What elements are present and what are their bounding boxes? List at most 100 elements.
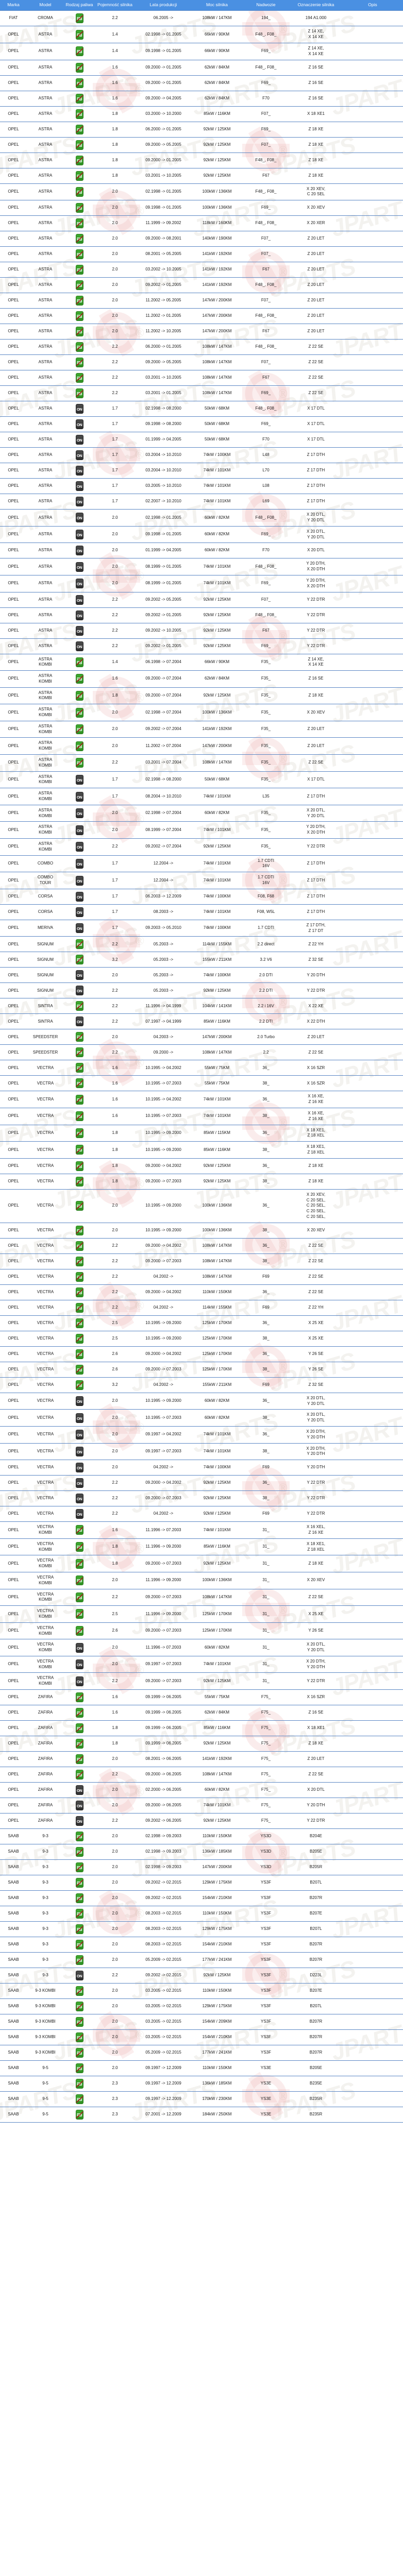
column-header-opis[interactable]: Opis [342,0,403,11]
table-row[interactable]: OPEL ASTRA ON 1.7 01.1999 -> 04.2005 50kW / 6… [0,432,403,448]
table-row[interactable]: OPEL ASTRA ON 2.2 09.2002 -> 01.2005 92kW / 1… [0,607,403,623]
table-row[interactable]: OPEL VECTRA ON 2.0 09.1997 -> 07.2003 74kW / … [0,1443,403,1461]
table-row[interactable]: OPEL ASTRA ON 2.0 08.1999 -> 01.2005 74kW / 1… [0,575,403,592]
column-header-engine-code[interactable]: Oznaczenie silnika [290,0,342,11]
table-row[interactable]: OPEL ASTRA ON 2.2 09.2002 -> 10.2005 92kW / 1… [0,623,403,639]
table-row[interactable]: OPEL ZAFIRA ON 2.0 09.2000 -> 06.2005 74kW / … [0,1798,403,1814]
table-row[interactable]: OPEL ZAFIRA ON 2.2 09.2002 -> 06.2005 92kW / … [0,1813,403,1829]
table-row[interactable]: OPEL ASTRA ON 1.7 03.2004 -> 10.2010 74kW / 1… [0,463,403,479]
table-row[interactable]: OPEL ASTRA KOMBI ON 1.7 02.1998 -> 08.2000 50… [0,771,403,789]
column-header-model[interactable]: Model [27,0,64,11]
table-row[interactable]: OPEL VECTRA ON 2.0 09.1997 -> 04.2002 74kW / … [0,1426,403,1444]
table-row[interactable]: OPEL ASTRA KOMBI ON 2.0 02.1998 -> 07.2004 60… [0,805,403,822]
table-row[interactable]: OPEL MERIVA ON 1.7 09.2003 -> 05.2010 74kW / … [0,920,403,937]
table-row[interactable]: OPEL ASTRA ON 2.2 09.2002 -> 05.2005 92kW / 1… [0,592,403,608]
table-row[interactable]: OPEL ASTRA ON 2.0 01.1999 -> 04.2005 60kW / 8… [0,543,403,559]
table-row[interactable]: OPEL ZAFIRA ON 2.0 02.2000 -> 06.2005 60kW / … [0,1782,403,1799]
table-row[interactable]: OPEL VECTRA ON 2.2 09.2000 -> 07.2003 92kW / … [0,1490,403,1507]
table-row[interactable]: OPEL ASTRA ON 1.7 02.2007 -> 10.2010 74kW / 1… [0,494,403,510]
table-row[interactable]: OPEL ASTRA ON 1.7 09.1998 -> 08.2000 50kW / 6… [0,416,403,433]
table-row[interactable]: FIATCROMAPB2.206.2005 ->108kW / 147KM194… [0,10,403,27]
table-row[interactable]: OPEL VECTRA ON 2.0 10.1995 -> 07.2003 60kW / … [0,1409,403,1427]
column-header-years[interactable]: Lata produkcji [135,0,192,11]
table-row[interactable]: OPEL VECTRA ON 2.0 04.2002 -> 74kW / 100KM F69… [0,1460,403,1476]
table-row[interactable]: OPEL SIGNUM ON 2.2 05.2003 -> 92kW / 125KM 2.2… [0,982,403,999]
table-row[interactable]: OPEL CORSA ON 1.7 06.2003 -> 12.2009 74kW / 1… [0,889,403,905]
column-header-capacity[interactable]: Pojemność silnika [95,0,135,11]
table-row[interactable]: OPEL COMBO ON 1.7 12.2004 -> 74kW / 101KM 1.7 … [0,855,403,873]
table-row[interactable]: OPEL ASTRA ON 1.7 02.1998 -> 08.2000 50kW / 6… [0,401,403,417]
table-row[interactable]: OPEL VECTRA ON 2.0 10.1995 -> 09.2000 60kW / … [0,1393,403,1410]
table-row[interactable]: OPEL ASTRA ON 2.0 08.1999 -> 01.2005 74kW / 1… [0,558,403,575]
table-row[interactable]: OPEL VECTRA ON 2.2 09.2000 -> 04.2002 92kW / … [0,1475,403,1492]
table-row[interactable]: OPEL VECTRA KOMBI ON 2.0 11.1996 -> 07.2003 6… [0,1639,403,1656]
table-row[interactable]: OPEL ASTRA ON 1.7 03.2004 -> 10.2010 74kW / 1… [0,447,403,464]
table-row[interactable]: OPEL ASTRA ON 1.7 03.2005 -> 10.2010 74kW / 1… [0,478,403,495]
table-row[interactable]: OPEL ASTRA ON 2.2 09.2002 -> 01.2005 92kW / 1… [0,638,403,654]
column-header-power[interactable]: Moc silnika [192,0,242,11]
table-row[interactable]: OPEL CORSA ON 1.7 08.2003 -> 74kW / 101KM F08,… [0,904,403,920]
table-row[interactable]: OPEL COMBO TOUR ON 1.7 12.2004 -> 74kW / 101K… [0,872,403,889]
table-row[interactable]: OPEL VECTRA KOMBI ON 2.0 09.1997 -> 07.2003 7… [0,1656,403,1673]
